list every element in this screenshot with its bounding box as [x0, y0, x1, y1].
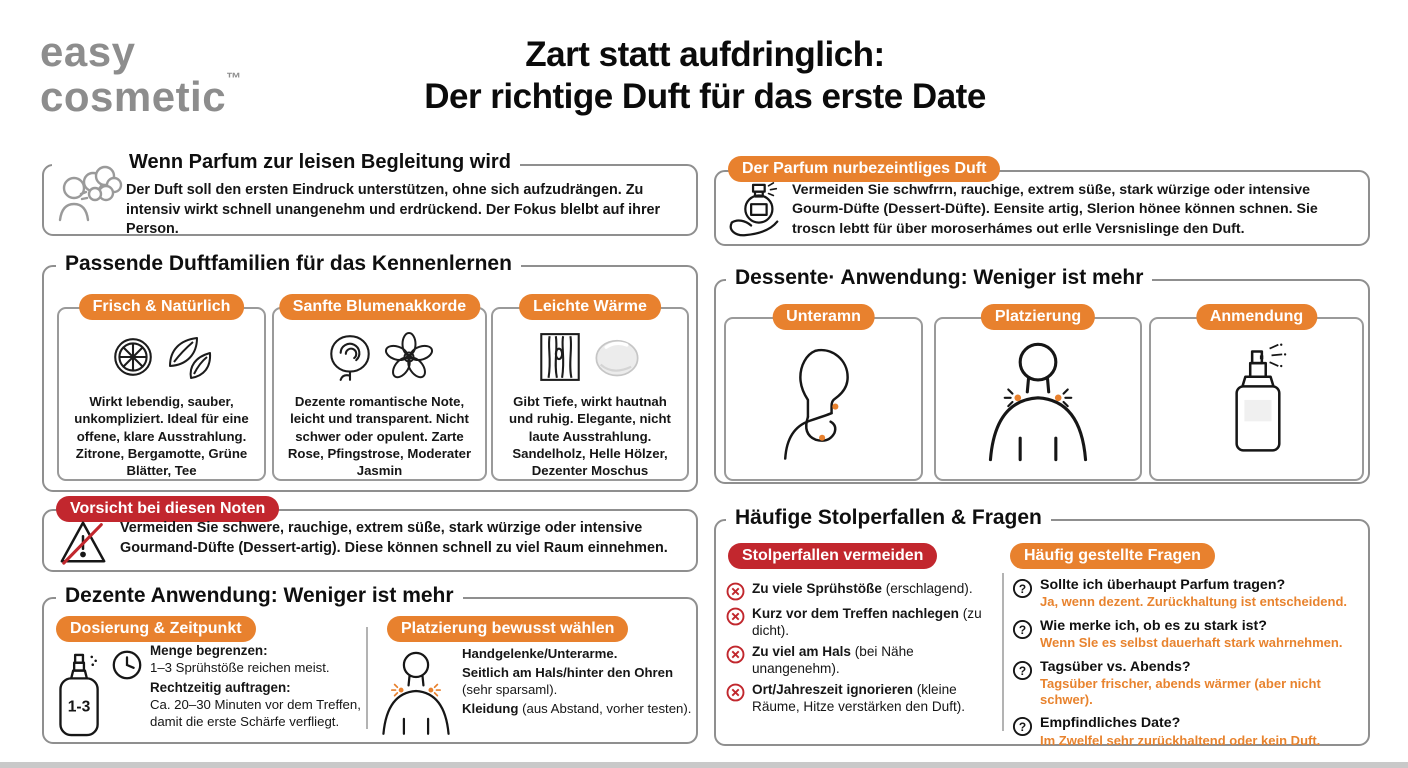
- application-left-heading: Dezente Anwendung: Weniger ist mehr: [56, 584, 463, 608]
- faqs-badge: Häufig gestellte Fragen: [1010, 543, 1215, 570]
- wood-grain-icon: [538, 331, 582, 383]
- circle-x-icon: [726, 683, 745, 702]
- person-profile-icon: [772, 336, 876, 462]
- faq-item: ? Sollte ich überhaupt Parfum tragen? Ja,…: [1012, 577, 1362, 610]
- caution-body: Vermeiden Sie schwere, rauchige, extrem …: [120, 520, 668, 556]
- placement-line: Seitlich am Hals/hinter den Ohren (sehr …: [462, 665, 674, 698]
- clock-icon: [110, 648, 144, 682]
- warning-crossed-icon: [58, 516, 108, 566]
- circle-x-icon: [726, 607, 745, 626]
- brand-logo: easy cosmetic™: [40, 28, 242, 120]
- page-title-line1: Zart statt aufdringlich:: [525, 35, 885, 74]
- leaves-icon: [166, 334, 214, 380]
- faq-item: ? Tagsüber vs. Abends? Tagsüber frischer,…: [1012, 659, 1362, 708]
- family-card-fresh: Frisch & Natürlich: [57, 294, 266, 481]
- family-card-fresh-badge: Frisch & Natürlich: [78, 294, 245, 321]
- app-card-placement: Platzierung: [934, 304, 1142, 481]
- page-title: Zart statt aufdringlich: Der richtige Du…: [300, 34, 1110, 118]
- family-card-floral-text: Dezente romantische Note, leicht und tra…: [287, 394, 472, 478]
- intro-heading: Wenn Parfum zur leisen Begleitung wird: [120, 151, 520, 173]
- intro-body: Der Duft soll den ersten Eindruck unters…: [126, 182, 661, 238]
- pitfall-item: Kurz vor dem Treffen nachlegen (zu dicht…: [726, 606, 998, 639]
- circle-x-icon: [726, 582, 745, 601]
- person-front-spray-icon: [980, 336, 1096, 462]
- circle-question-icon: ?: [1012, 578, 1033, 599]
- family-card-fresh-text: Wirkt lebendig, sauber, unkompliziert. I…: [74, 394, 249, 478]
- dosage-item-text: 1–3 Sprühstöße reichen meist.: [150, 659, 330, 675]
- brand-line2: cosmetic™: [40, 69, 242, 120]
- faq-item: ? Empfindliches Date? Im Zwelfel sehr zur…: [1012, 715, 1362, 748]
- family-card-warm-text: Gibt Tiefe, wirkt hautnah und ruhig. Ele…: [509, 394, 671, 478]
- stone-icon: [592, 333, 642, 381]
- intro-box: Wenn Parfum zur leisen Begleitung wird D…: [42, 151, 698, 237]
- placement-badge: Platzierung bewusst wählen: [387, 616, 629, 643]
- person-spray-neck-icon: [376, 645, 456, 737]
- pitfall-item: Zu viel am Hals (bei Nähe unangenehm).: [726, 644, 998, 677]
- avoid-badge: Der Parfum nurbezeintliges Duft: [728, 156, 1001, 183]
- application-divider: [366, 627, 368, 729]
- app-card-underarm-badge: Unteramn: [772, 304, 875, 331]
- dosage-item-bold: Menge begrenzen:: [150, 643, 268, 658]
- caution-badge: Vorsicht bei diesen Noten: [56, 496, 280, 523]
- spray-bottle-count-icon: 1-3: [52, 651, 110, 739]
- app-card-usage-badge: Anmendung: [1195, 304, 1318, 331]
- faq-divider: [1002, 573, 1004, 731]
- avoid-box: Der Parfum nurbezeintliges Duft Vermeide…: [714, 156, 1370, 246]
- svg-text:?: ?: [1019, 623, 1026, 637]
- bottom-edge-strip: [0, 762, 1408, 768]
- citrus-icon: [110, 334, 156, 380]
- caution-box: Vorsicht bei diesen Noten Vermeiden Sie …: [42, 496, 698, 572]
- placement-line: Handgelenke/Unterarme.: [462, 646, 618, 661]
- hand-perfume-icon: [724, 180, 786, 240]
- spray-can-icon: [1202, 336, 1312, 462]
- svg-text:?: ?: [1019, 582, 1026, 596]
- family-card-floral-badge: Sanfte Blumenakkorde: [278, 294, 481, 321]
- brand-line1: easy: [40, 28, 136, 75]
- placement-line: Kleidung (aus Abstand, vorher testen).: [462, 701, 692, 717]
- person-scent-icon: [52, 154, 128, 226]
- pitfall-item: Zu viele Sprühstöße (erschlagend).: [726, 581, 998, 601]
- dosage-item-text: Ca. 20–30 Minuten vor dem Treffen, damit…: [150, 697, 361, 729]
- application-box-left: Dezente Anwendung: Weniger ist mehr Dosi…: [42, 584, 698, 744]
- avoid-body: Vermeiden Sie schwfrrn, rauchige, extrem…: [792, 182, 1318, 237]
- rose-icon: [326, 331, 374, 383]
- app-card-usage: Anmendung: [1149, 304, 1364, 481]
- dosage-badge: Dosierung & Zeitpunkt: [56, 616, 256, 643]
- pitfalls-badge: Stolperfallen vermeiden: [728, 543, 938, 570]
- circle-x-icon: [726, 645, 745, 664]
- dosage-item-bold: Rechtzeitig auftragen:: [150, 680, 291, 696]
- svg-text:?: ?: [1019, 720, 1026, 734]
- family-card-warm-badge: Leichte Wärme: [519, 294, 661, 321]
- faq-list: ? Sollte ich überhaupt Parfum tragen? Ja,…: [1012, 577, 1362, 753]
- page-title-line2: Der richtige Duft für das erste Date: [424, 77, 986, 116]
- application-box-right: Dessente· Anwendung: Weniger ist mehr Un…: [714, 266, 1370, 484]
- circle-question-icon: ?: [1012, 660, 1033, 681]
- placement-text: Handgelenke/Unterarme. Seitlich am Hals/…: [462, 645, 692, 720]
- family-card-floral: Sanfte Blumenakkorde: [272, 294, 487, 481]
- pitfalls-list: Zu viele Sprühstöße (erschlagend). Kurz …: [726, 581, 998, 720]
- blossom-icon: [384, 331, 434, 383]
- family-card-warm: Leichte Wärme: [491, 294, 689, 481]
- svg-text:1-3: 1-3: [68, 699, 91, 716]
- faq-box: Häufige Stolperfallen & Fragen Stolperfa…: [714, 506, 1370, 748]
- faq-box-heading: Häufige Stolperfallen & Fragen: [726, 506, 1051, 530]
- circle-question-icon: ?: [1012, 716, 1033, 737]
- families-box: Passende Duftfamilien für das Kennenlern…: [42, 252, 698, 492]
- faq-item: ? Wie merke ich, ob es zu stark ist? Wenn…: [1012, 618, 1362, 651]
- trademark-symbol: ™: [226, 69, 242, 87]
- families-heading: Passende Duftfamilien für das Kennenlern…: [56, 252, 521, 276]
- circle-question-icon: ?: [1012, 619, 1033, 640]
- app-card-underarm: Unteramn: [724, 304, 923, 481]
- application-right-heading: Dessente· Anwendung: Weniger ist mehr: [726, 266, 1153, 290]
- svg-text:?: ?: [1019, 664, 1026, 678]
- pitfall-item: Ort/Jahreszeit ignorieren (kleine Räume,…: [726, 682, 998, 715]
- app-card-placement-badge: Platzierung: [980, 304, 1096, 331]
- dosage-text: Menge begrenzen: 1–3 Sprühstöße reichen …: [150, 643, 362, 734]
